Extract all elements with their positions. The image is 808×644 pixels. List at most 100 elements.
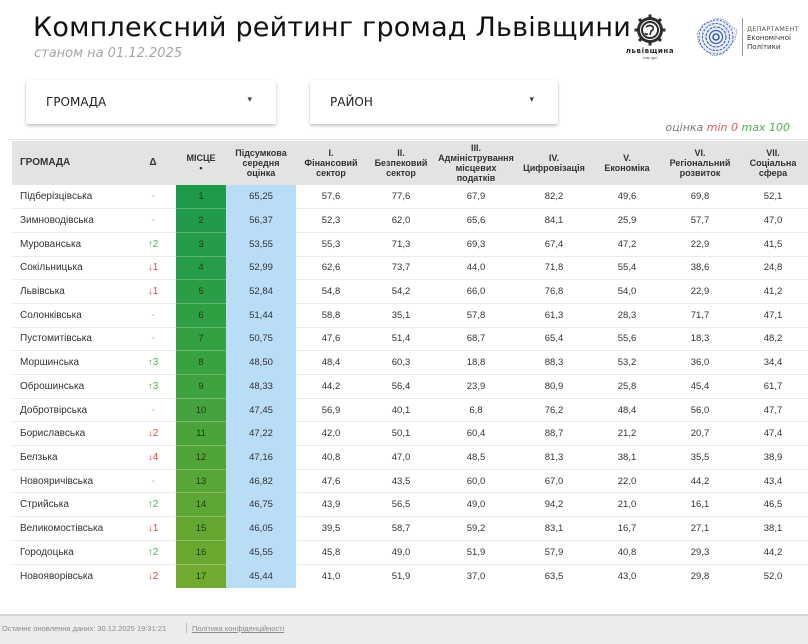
column-header-c1[interactable]: I. Фінансовий сектор bbox=[296, 141, 366, 185]
table-row[interactable]: Новояричівська -13 46,82 47,6 43,5 60,0 67,0 22… bbox=[12, 469, 808, 494]
table-row[interactable]: Солонківська -6 51,44 58,8 35,1 57,8 61,3 28,3 7… bbox=[12, 303, 808, 328]
cell-place: 6 bbox=[176, 303, 226, 328]
cell-avg: 50,75 bbox=[226, 327, 296, 352]
cell-c3: 68,7 bbox=[436, 327, 516, 352]
table-row[interactable]: Зимноводівська -2 56,37 52,3 62,0 65,6 84,1 25,… bbox=[12, 208, 808, 233]
table-row[interactable]: Новояворівська ↓2 17 45,44 41,0 51,9 37,0 63,5 4… bbox=[12, 564, 808, 588]
cell-c7: 48,2 bbox=[738, 327, 808, 352]
cell-c4: 76,8 bbox=[516, 279, 592, 304]
table-row[interactable]: Моршинська ↑3 8 48,50 48,4 60,3 18,8 88,3 53,2 36… bbox=[12, 350, 808, 375]
cell-c4: 82,2 bbox=[516, 185, 592, 210]
column-header-avg[interactable]: Підсумкова середня оцінка bbox=[226, 141, 296, 185]
cell-delta: - bbox=[130, 208, 176, 233]
table-row[interactable]: Добротвірська -10 47,45 56,9 40,1 6,8 76,2 48,4… bbox=[12, 398, 808, 423]
cell-c1: 48,4 bbox=[296, 350, 366, 375]
cell-delta: ↑2 bbox=[130, 492, 176, 518]
table-row[interactable]: Стрийська ↑2 14 46,75 43,9 56,5 49,0 94,2 21,0 16… bbox=[12, 492, 808, 518]
cell-name[interactable]: Великомостівська bbox=[12, 516, 130, 541]
cell-c2: 60,3 bbox=[366, 350, 436, 375]
cell-name[interactable]: Солонківська bbox=[12, 303, 130, 328]
column-header-c3[interactable]: III. Адміністрування місцевих податків bbox=[436, 141, 516, 185]
cell-name[interactable]: Новояворівська bbox=[20, 570, 94, 582]
cell-name[interactable]: Стрийська bbox=[12, 492, 130, 518]
cell-name[interactable]: Сокільницька bbox=[12, 256, 130, 281]
privacy-policy-link[interactable]: Політика конфіденційності bbox=[192, 624, 285, 633]
cell-c7: 38,1 bbox=[738, 516, 808, 541]
column-header-c7[interactable]: VII. Соціальна сфера bbox=[738, 141, 808, 185]
table-row[interactable]: Белзька ↓4 12 47,16 40,8 47,0 48,5 81,3 38,1 35,5… bbox=[12, 445, 808, 470]
cell-avg: 48,50 bbox=[226, 350, 296, 375]
cell-c1: 55,3 bbox=[296, 232, 366, 257]
column-header-c4[interactable]: IV. Цифровізація bbox=[516, 141, 592, 185]
cell-c2: 62,0 bbox=[366, 208, 436, 233]
cell-delta: ↑2 bbox=[130, 232, 176, 257]
table-row[interactable]: Львівська ↓1 5 52,84 54,8 54,2 66,0 76,8 54,0 22,… bbox=[12, 279, 808, 304]
cell-c7: 46,5 bbox=[738, 492, 808, 518]
cell-name[interactable]: Підберізцівська bbox=[12, 185, 130, 210]
page-title: Комплексний рейтинг громад Львівщини bbox=[33, 12, 631, 43]
cell-place: 2 bbox=[176, 208, 226, 233]
cell-c4: 83,1 bbox=[516, 516, 592, 541]
table-body: Підберізцівська -1 65,25 57,6 77,6 67,9 82,2 49… bbox=[12, 185, 808, 588]
cell-c2: 77,6 bbox=[366, 185, 436, 210]
cell-name[interactable]: Городоцька bbox=[12, 540, 130, 565]
legend-min: min 0 bbox=[706, 121, 739, 134]
cell-place: 1 bbox=[176, 185, 226, 210]
table-row[interactable]: Мурованська ↑2 3 53,55 55,3 71,3 69,3 67,4 47,2 2… bbox=[12, 232, 808, 257]
cell-c2: 50,1 bbox=[366, 421, 436, 447]
cell-name[interactable]: Пустомитівська bbox=[12, 327, 130, 352]
column-header-c5[interactable]: V. Економіка bbox=[592, 141, 662, 185]
cell-c4: 71,8 bbox=[516, 256, 592, 281]
cell-delta: ↑3 bbox=[130, 350, 176, 375]
table-row[interactable]: Городоцька ↑2 16 45,55 45,8 49,0 51,9 57,9 40,8 2… bbox=[12, 540, 808, 565]
rating-table: ГРОМАДА Δ МІСЦЕ • Підсумкова середня оцінка I. Ф… bbox=[12, 141, 808, 588]
cell-name[interactable]: Добротвірська bbox=[12, 398, 130, 423]
cell-c5: 22,0 bbox=[592, 469, 662, 494]
cell-name[interactable]: Мурованська bbox=[12, 232, 130, 257]
cell-avg: 45,44 bbox=[226, 564, 296, 588]
cell-c3: 69,3 bbox=[436, 232, 516, 257]
column-header-name[interactable]: ГРОМАДА bbox=[12, 141, 130, 185]
cell-c6: 29,3 bbox=[662, 540, 738, 565]
table-row[interactable]: Сокільницька ↓1 4 52,99 62,6 73,7 44,0 71,8 55,4… bbox=[12, 256, 808, 281]
cell-name[interactable]: Оброшинська bbox=[12, 374, 130, 399]
cell-name[interactable]: Моршинська bbox=[12, 350, 130, 375]
cell-c7: 43,4 bbox=[738, 469, 808, 494]
cell-name[interactable]: Белзька bbox=[12, 445, 130, 470]
table-row[interactable]: Бориславська ↓2 11 47,22 42,0 50,1 60,4 88,7 21,… bbox=[12, 421, 808, 447]
column-header-place[interactable]: МІСЦЕ • bbox=[176, 141, 226, 185]
cell-c6: 38,6 bbox=[662, 256, 738, 281]
table-row[interactable]: Оброшинська ↑3 9 48,33 44,2 56,4 23,9 80,9 25,8 4… bbox=[12, 374, 808, 399]
cell-c5: 28,3 bbox=[592, 303, 662, 328]
cell-c6: 56,0 bbox=[662, 398, 738, 423]
cell-c2: 54,2 bbox=[366, 279, 436, 304]
cell-name[interactable]: Львівська bbox=[12, 279, 130, 304]
cell-name[interactable]: Бориславська bbox=[12, 421, 130, 447]
cell-place: 9 bbox=[176, 374, 226, 399]
cell-avg: 51,44 bbox=[226, 303, 296, 328]
table-row[interactable]: Великомостівська ↓1 15 46,05 39,5 58,7 59,2 83,… bbox=[12, 516, 808, 541]
raion-filter-dropdown[interactable]: РАЙОН ▾ bbox=[310, 80, 558, 124]
cell-c6: 18,3 bbox=[662, 327, 738, 352]
cell-place: 13 bbox=[176, 469, 226, 494]
cell-c5: 21,0 bbox=[592, 492, 662, 518]
cell-name[interactable]: Новояричівська bbox=[12, 469, 130, 494]
cell-c3: 57,8 bbox=[436, 303, 516, 328]
divider bbox=[8, 139, 808, 140]
cell-c2: 43,5 bbox=[366, 469, 436, 494]
cell-c1: 52,3 bbox=[296, 208, 366, 233]
cell-c5: 43,0 bbox=[617, 570, 637, 582]
cell-avg: 53,55 bbox=[226, 232, 296, 257]
cell-c4: 88,3 bbox=[516, 350, 592, 375]
cell-delta: - bbox=[130, 469, 176, 494]
gear-emblem-icon bbox=[634, 14, 666, 46]
cell-name[interactable]: Зимноводівська bbox=[12, 208, 130, 233]
table-row[interactable]: Підберізцівська -1 65,25 57,6 77,6 67,9 82,2 49… bbox=[12, 185, 808, 210]
column-header-delta[interactable]: Δ bbox=[130, 141, 176, 185]
cell-avg: 52,99 bbox=[226, 256, 296, 281]
column-header-c6[interactable]: VI. Регіональний розвиток bbox=[662, 141, 738, 185]
cell-c1: 58,8 bbox=[296, 303, 366, 328]
hromada-filter-dropdown[interactable]: ГРОМАДА ▾ bbox=[26, 80, 276, 124]
column-header-c2[interactable]: II. Безпековий сектор bbox=[366, 141, 436, 185]
table-row[interactable]: Пустомитівська -7 50,75 47,6 51,4 68,7 65,4 55,… bbox=[12, 327, 808, 352]
